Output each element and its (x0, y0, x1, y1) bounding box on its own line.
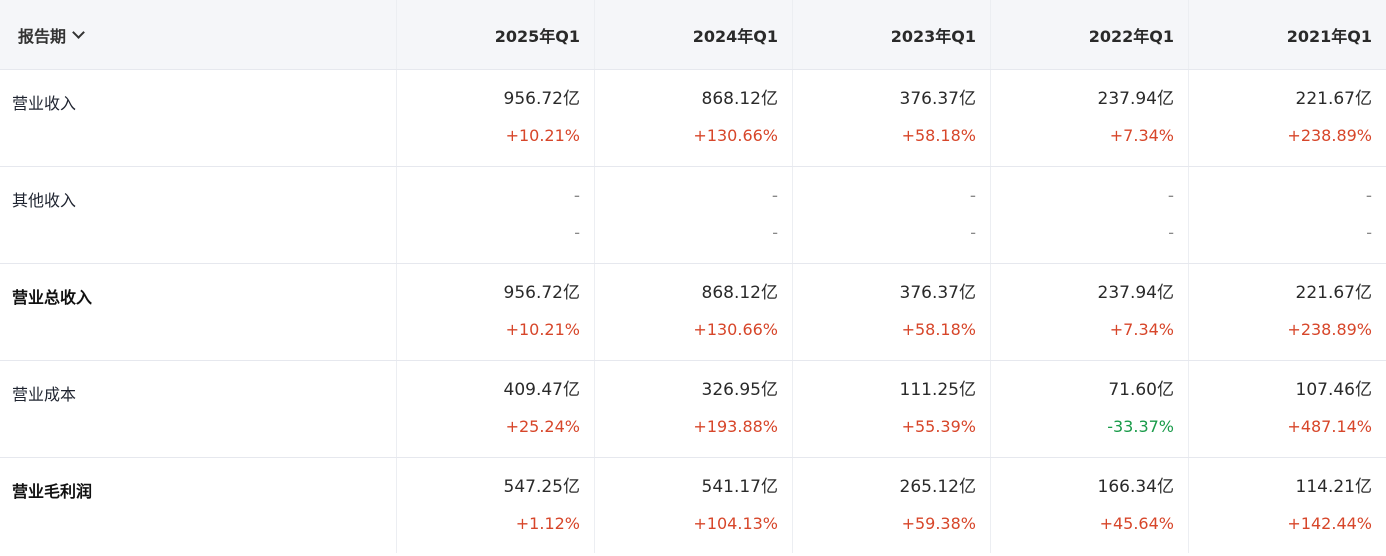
change-percent: +487.14% (1287, 417, 1372, 436)
value: 111.25亿 (899, 380, 976, 400)
value-cell: 265.12亿 +59.38% (793, 458, 991, 553)
value-cell: 71.60亿 -33.37% (991, 361, 1189, 457)
value-cell: 237.94亿 +7.34% (991, 70, 1189, 166)
row-label: 营业收入 (0, 70, 397, 166)
change-percent: +7.34% (1109, 320, 1174, 339)
row-label: 营业毛利润 (0, 458, 397, 553)
table-row: 营业收入 956.72亿 +10.21% 868.12亿 +130.66% 376.… (0, 70, 1386, 167)
column-header: 2024年Q1 (595, 0, 793, 69)
value: 237.94亿 (1097, 283, 1174, 303)
value-cell: -- (595, 167, 793, 263)
value: 409.47亿 (503, 380, 580, 400)
value-cell: 166.34亿 +45.64% (991, 458, 1189, 553)
change-percent: +130.66% (693, 126, 778, 145)
row-label: 营业成本 (0, 361, 397, 457)
value: 221.67亿 (1295, 283, 1372, 303)
value-cell: 221.67亿 +238.89% (1189, 70, 1386, 166)
change-percent: +10.21% (505, 320, 580, 339)
chevron-down-icon (72, 25, 85, 39)
change-percent: +104.13% (693, 514, 778, 533)
value-cell: -- (397, 167, 595, 263)
value: 868.12亿 (701, 89, 778, 109)
value: - (1167, 186, 1174, 206)
change-percent: - (574, 223, 580, 242)
table-row: 营业成本 409.47亿 +25.24% 326.95亿 +193.88% 111.… (0, 361, 1386, 458)
value-cell: 107.46亿 +487.14% (1189, 361, 1386, 457)
value: 221.67亿 (1295, 89, 1372, 109)
row-label: 营业总收入 (0, 264, 397, 360)
value-cell: 868.12亿 +130.66% (595, 70, 793, 166)
value-cell: 409.47亿 +25.24% (397, 361, 595, 457)
value-cell: 237.94亿 +7.34% (991, 264, 1189, 360)
value-cell: 956.72亿 +10.21% (397, 70, 595, 166)
change-percent: - (772, 223, 778, 242)
value-cell: 868.12亿 +130.66% (595, 264, 793, 360)
change-percent: +59.38% (901, 514, 976, 533)
value-cell: 376.37亿 +58.18% (793, 70, 991, 166)
change-percent: - (970, 223, 976, 242)
table-header: 报告期 2025年Q1 2024年Q1 2023年Q1 2022年Q1 2021… (0, 0, 1386, 70)
value: 166.34亿 (1097, 477, 1174, 497)
value: 237.94亿 (1097, 89, 1174, 109)
value-cell: -- (1189, 167, 1386, 263)
value-cell: 111.25亿 +55.39% (793, 361, 991, 457)
value: 376.37亿 (899, 89, 976, 109)
change-percent: +238.89% (1287, 126, 1372, 145)
change-percent: -33.37% (1107, 417, 1174, 436)
value: 956.72亿 (503, 283, 580, 303)
row-label: 其他收入 (0, 167, 397, 263)
value: 114.21亿 (1295, 477, 1372, 497)
value-cell: 326.95亿 +193.88% (595, 361, 793, 457)
value: - (1365, 186, 1372, 206)
value: 376.37亿 (899, 283, 976, 303)
table-row: 营业总收入 956.72亿 +10.21% 868.12亿 +130.66% 376… (0, 264, 1386, 361)
change-percent: +25.24% (505, 417, 580, 436)
value-cell: 547.25亿 +1.12% (397, 458, 595, 553)
value: 868.12亿 (701, 283, 778, 303)
value: - (573, 186, 580, 206)
value-cell: 376.37亿 +58.18% (793, 264, 991, 360)
change-percent: - (1168, 223, 1174, 242)
value: 71.60亿 (1108, 380, 1174, 400)
value: - (969, 186, 976, 206)
change-percent: +10.21% (505, 126, 580, 145)
value: 547.25亿 (503, 477, 580, 497)
column-header: 2025年Q1 (397, 0, 595, 69)
change-percent: +58.18% (901, 126, 976, 145)
value: - (771, 186, 778, 206)
column-header: 2022年Q1 (991, 0, 1189, 69)
change-percent: +58.18% (901, 320, 976, 339)
value-cell: -- (793, 167, 991, 263)
change-percent: +238.89% (1287, 320, 1372, 339)
change-percent: +1.12% (515, 514, 580, 533)
table-row: 其他收入 -- -- -- -- -- (0, 167, 1386, 264)
value: 265.12亿 (899, 477, 976, 497)
period-selector[interactable]: 报告期 (0, 0, 397, 69)
column-header: 2023年Q1 (793, 0, 991, 69)
change-percent: +45.64% (1099, 514, 1174, 533)
change-percent: +7.34% (1109, 126, 1174, 145)
value-cell: 541.17亿 +104.13% (595, 458, 793, 553)
value-cell: -- (991, 167, 1189, 263)
value-cell: 114.21亿 +142.44% (1189, 458, 1386, 553)
value: 326.95亿 (701, 380, 778, 400)
value-cell: 221.67亿 +238.89% (1189, 264, 1386, 360)
change-percent: - (1366, 223, 1372, 242)
value: 956.72亿 (503, 89, 580, 109)
change-percent: +55.39% (901, 417, 976, 436)
period-selector-label: 报告期 (18, 26, 67, 46)
table-row: 营业毛利润 547.25亿 +1.12% 541.17亿 +104.13% 265.… (0, 458, 1386, 553)
value: 541.17亿 (701, 477, 778, 497)
change-percent: +193.88% (693, 417, 778, 436)
change-percent: +130.66% (693, 320, 778, 339)
value: 107.46亿 (1295, 380, 1372, 400)
value-cell: 956.72亿 +10.21% (397, 264, 595, 360)
change-percent: +142.44% (1287, 514, 1372, 533)
column-header: 2021年Q1 (1286, 26, 1372, 46)
